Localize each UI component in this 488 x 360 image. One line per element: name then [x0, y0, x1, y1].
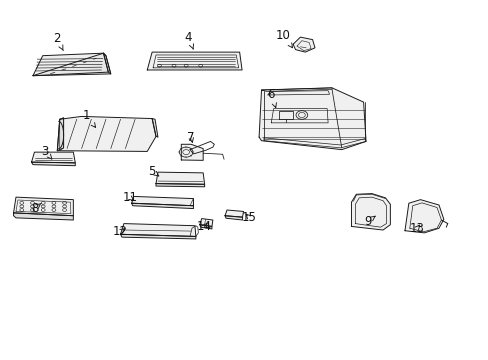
Text: 5: 5	[148, 165, 159, 177]
Polygon shape	[152, 118, 158, 137]
Text: 6: 6	[267, 88, 276, 108]
Polygon shape	[147, 52, 242, 70]
Polygon shape	[259, 88, 366, 150]
Polygon shape	[14, 213, 73, 220]
Polygon shape	[131, 203, 193, 208]
Text: 7: 7	[187, 131, 194, 144]
Polygon shape	[31, 152, 75, 163]
Text: 15: 15	[242, 211, 256, 224]
Text: 3: 3	[41, 145, 52, 159]
Text: 10: 10	[275, 29, 292, 48]
Text: 13: 13	[409, 222, 424, 235]
Text: 2: 2	[54, 32, 63, 51]
Polygon shape	[120, 234, 196, 239]
Polygon shape	[224, 210, 243, 217]
Text: 4: 4	[184, 31, 193, 49]
Polygon shape	[57, 118, 63, 151]
Polygon shape	[224, 216, 242, 220]
Polygon shape	[292, 37, 314, 52]
Polygon shape	[31, 162, 75, 166]
Polygon shape	[156, 184, 204, 187]
Polygon shape	[33, 53, 108, 76]
Text: 8: 8	[31, 202, 41, 215]
Polygon shape	[120, 224, 196, 237]
Polygon shape	[131, 197, 193, 206]
Polygon shape	[156, 172, 204, 184]
Polygon shape	[404, 200, 443, 233]
Text: 9: 9	[364, 215, 374, 228]
Text: 1: 1	[82, 109, 95, 127]
Text: 11: 11	[122, 192, 138, 204]
Text: 14: 14	[197, 220, 212, 233]
Polygon shape	[181, 144, 203, 160]
Polygon shape	[33, 53, 111, 76]
Polygon shape	[14, 197, 73, 216]
Polygon shape	[57, 116, 156, 152]
Polygon shape	[200, 225, 211, 229]
Polygon shape	[103, 53, 111, 74]
Text: 12: 12	[113, 225, 128, 238]
Polygon shape	[200, 219, 212, 226]
Polygon shape	[351, 194, 389, 230]
